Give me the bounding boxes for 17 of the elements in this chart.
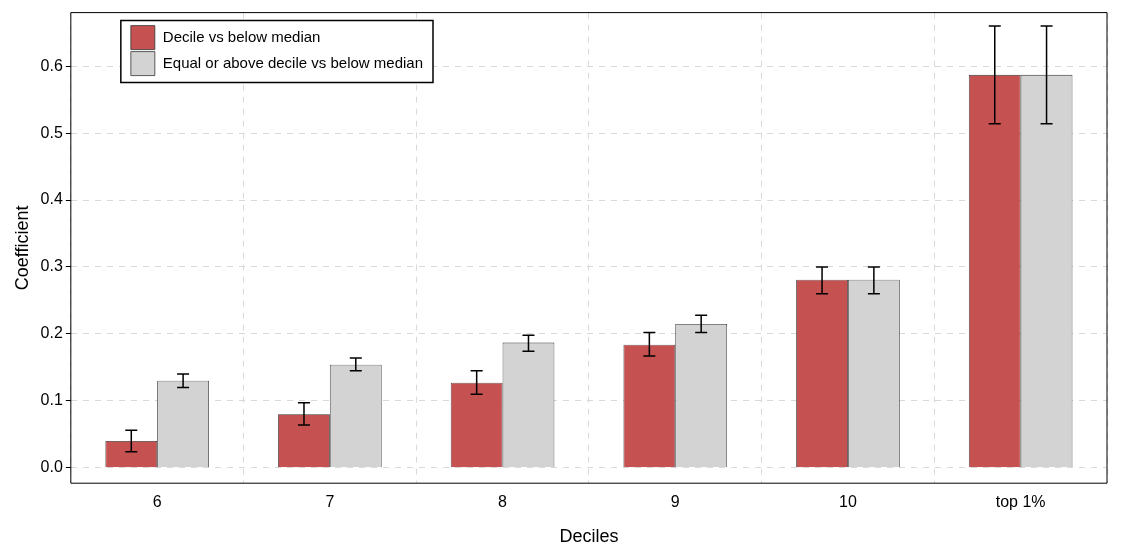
y-tick-label: 0.0 <box>40 458 63 476</box>
x-axis-title: Deciles <box>559 526 619 547</box>
x-tick-label: top 1% <box>995 493 1046 511</box>
x-tick-label: 8 <box>498 493 508 511</box>
y-tick-label: 0.3 <box>40 257 63 275</box>
y-tick-label: 0.6 <box>40 56 63 74</box>
y-axis-title: Coefficient <box>11 205 32 291</box>
y-tick-label: 0.1 <box>40 391 63 409</box>
x-tick-label: 10 <box>839 493 857 511</box>
x-tick-label: 7 <box>325 493 335 511</box>
legend-label: Equal or above decile vs below median <box>162 53 423 71</box>
y-tick-label: 0.5 <box>40 123 63 141</box>
legend-label: Decile vs below median <box>162 27 321 45</box>
x-tick-label: 9 <box>670 493 680 511</box>
y-tick-label: 0.4 <box>40 190 63 208</box>
x-tick-label: 6 <box>152 493 162 511</box>
y-tick-label: 0.2 <box>40 324 63 342</box>
